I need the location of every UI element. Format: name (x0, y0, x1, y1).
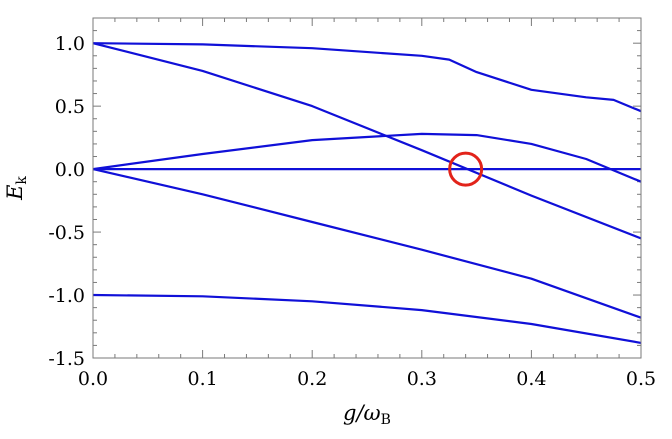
y-axis-title: Ek (3, 176, 30, 201)
series-line-3 (92, 132, 642, 183)
series-line-1 (92, 42, 642, 113)
series-line-5 (92, 168, 642, 319)
x-tick-label: 0.2 (297, 368, 327, 390)
x-tick-label: 0.3 (407, 368, 437, 390)
x-tick-label: 0.5 (626, 368, 656, 390)
x-axis-title-main: g/ω (343, 401, 381, 425)
x-tick-label: 0.1 (187, 368, 217, 390)
series-layer (92, 42, 642, 344)
x-tick-label: 0.4 (516, 368, 546, 390)
y-tick-label: -0.5 (48, 222, 85, 244)
y-tick-label: -1.0 (48, 285, 85, 307)
series-line-2 (92, 42, 642, 240)
y-axis-title-main: E (3, 185, 27, 201)
y-tick-label: -1.5 (48, 348, 85, 370)
plot-frame (92, 17, 642, 359)
x-tick-label: 0.0 (78, 368, 108, 390)
crossing-highlight-circle (448, 151, 484, 187)
y-tick-label: 0.5 (55, 96, 85, 118)
series-line-6 (92, 293, 642, 344)
y-tick-label: 1.0 (55, 33, 85, 55)
annotation-layer (448, 151, 484, 187)
y-tick-label: 0.0 (55, 159, 85, 181)
y-axis-title-subscript: k (14, 176, 30, 185)
tick-labels-layer: 0.0 0.1 0.2 0.3 0.4 0.5 1.0 0.5 0.0 -0.5 -1.0 -1.5 (48, 33, 656, 390)
x-axis-title-subscript: B (381, 412, 391, 428)
x-axis-title: g/ωB (343, 401, 391, 428)
